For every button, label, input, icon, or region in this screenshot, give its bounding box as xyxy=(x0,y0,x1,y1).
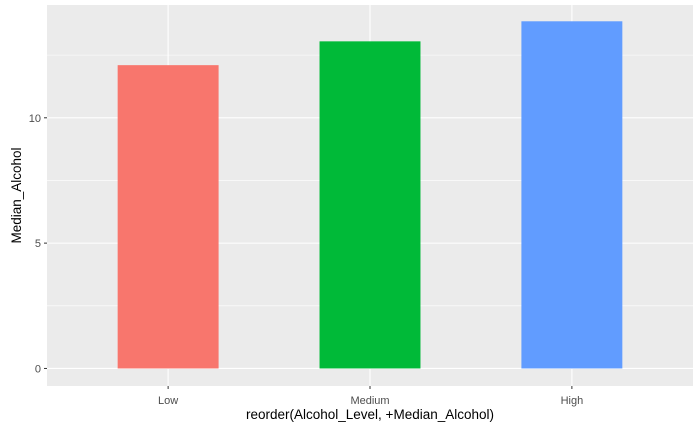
y-axis: 0 5 10 xyxy=(29,113,47,375)
bar-medium xyxy=(319,41,421,369)
x-tick-label-medium: Medium xyxy=(350,395,389,407)
y-tick-label: 10 xyxy=(29,113,41,125)
y-tick-label: 5 xyxy=(35,238,41,250)
x-axis-title: reorder(Alcohol_Level, +Median_Alcohol) xyxy=(246,407,494,422)
bar-high xyxy=(521,21,623,369)
bar-low xyxy=(117,65,219,369)
x-tick-label-low: Low xyxy=(158,395,178,407)
x-tick-label-high: High xyxy=(561,395,584,407)
bars-group xyxy=(117,21,623,369)
y-axis-title: Median_Alcohol xyxy=(9,147,24,243)
x-axis: Low Medium High xyxy=(158,386,583,407)
y-tick-label: 0 xyxy=(35,363,41,375)
